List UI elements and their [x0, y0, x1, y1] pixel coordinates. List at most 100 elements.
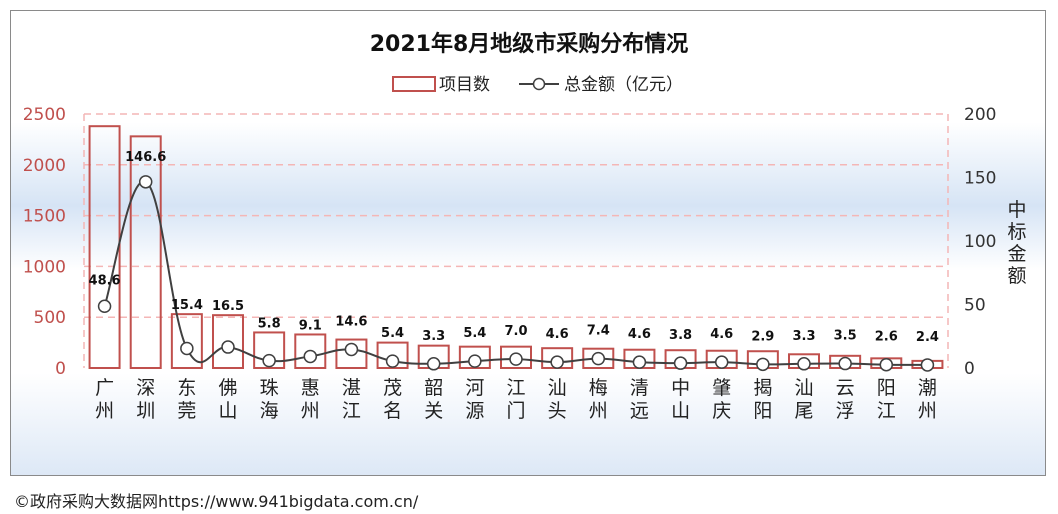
line-point — [756, 357, 770, 372]
bar — [253, 331, 286, 370]
x-axis-labels: 广州深圳东莞佛山珠海惠州湛江茂名韶关河源江门汕头梅州清远中山肇庆揭阳汕尾云浮阳江… — [95, 377, 937, 422]
left-axis-tick-label: 1000 — [23, 257, 66, 277]
left-axis-tick-label: 1500 — [23, 207, 66, 227]
data-label: 7.0 — [504, 324, 527, 339]
data-label: 5.4 — [463, 326, 486, 341]
x-axis-label-char: 阳 — [753, 400, 772, 422]
right-axis-tick-label: 100 — [964, 232, 996, 252]
line-point — [303, 349, 318, 364]
x-axis-label-char: 湛 — [342, 377, 361, 399]
x-axis-label-char: 深 — [136, 377, 155, 399]
left-axis-tick-label: 0 — [55, 359, 66, 379]
x-axis-label-char: 清 — [630, 377, 649, 399]
line-point — [344, 342, 359, 357]
legend-bar-label: 项目数 — [439, 75, 490, 95]
right-axis-tick-label: 150 — [964, 169, 996, 189]
x-axis-label-char: 州 — [589, 400, 608, 422]
bar — [335, 338, 368, 370]
data-label: 5.4 — [381, 326, 404, 341]
line-point — [920, 358, 935, 372]
data-label: 3.3 — [792, 329, 815, 344]
data-label: 48.6 — [89, 273, 121, 288]
x-axis-label-char: 惠 — [301, 377, 320, 399]
x-axis-label-char: 江 — [506, 377, 525, 399]
x-axis-label-char: 茂 — [383, 377, 402, 399]
x-axis-label-char: 广 — [95, 377, 114, 399]
data-label: 2.9 — [751, 329, 774, 344]
line-point — [385, 354, 400, 368]
data-label: 2.6 — [875, 330, 898, 345]
line-point — [632, 355, 647, 369]
x-axis-label-char: 韶 — [424, 377, 443, 399]
x-axis-label-char: 河 — [465, 377, 484, 399]
data-label: 146.6 — [125, 150, 166, 165]
line-point — [426, 357, 441, 371]
x-axis-label-char: 尾 — [794, 400, 813, 422]
bar — [170, 313, 203, 370]
left-axis-tick-label: 2500 — [23, 105, 66, 125]
line-point — [797, 357, 811, 371]
x-axis-label-char: 云 — [836, 377, 855, 399]
combo-chart: 2021年8月地级市采购分布情况 项目数 总金额（亿元） 05001000150… — [23, 31, 1027, 422]
x-axis-label-char: 潮 — [918, 377, 937, 399]
right-axis-title-char: 标 — [1007, 221, 1026, 243]
line-point — [180, 341, 194, 356]
x-axis-label-char: 东 — [177, 377, 196, 399]
line-point — [97, 299, 112, 314]
data-label: 4.6 — [546, 327, 569, 342]
x-axis-label-char: 州 — [918, 400, 937, 422]
bar — [294, 333, 327, 369]
line-point — [468, 354, 482, 368]
right-axis-tick-label: 200 — [964, 105, 996, 125]
x-axis-label-char: 山 — [218, 400, 237, 422]
chart-title: 2021年8月地级市采购分布情况 — [370, 31, 689, 57]
x-axis-label-char: 江 — [877, 400, 896, 422]
data-labels: 48.6 146.6 15.4 16.5 5.8 9.1 14.6 5.4 3.3 5.4 7.0 4… — [89, 150, 939, 345]
x-axis-label-char: 莞 — [177, 400, 196, 422]
x-axis-label-char: 浮 — [836, 400, 855, 422]
x-axis-label-char: 头 — [548, 400, 567, 422]
data-label: 15.4 — [171, 298, 203, 313]
chart-frame: 2021年8月地级市采购分布情况 项目数 总金额（亿元） 0 500 1000 150… — [10, 10, 1046, 476]
x-axis-label-char: 州 — [95, 400, 114, 422]
data-label: 3.5 — [834, 329, 857, 344]
line-point — [879, 357, 894, 372]
legend-line-label: 总金额（亿元） — [564, 75, 683, 95]
x-axis-label-char: 汕 — [548, 377, 567, 399]
x-axis-label-char: 圳 — [136, 400, 155, 422]
line-point — [509, 352, 523, 366]
data-label: 3.8 — [669, 328, 692, 343]
footer-credit: ©政府采购大数据网https://www.941bigdata.com.cn/ — [14, 492, 419, 511]
x-axis-label-char: 江 — [342, 400, 361, 422]
bar — [88, 125, 121, 369]
left-axis-tick-label: 2000 — [23, 156, 66, 176]
x-axis-label-char: 山 — [671, 400, 690, 422]
data-label: 14.6 — [335, 314, 367, 329]
data-label: 4.6 — [710, 327, 733, 342]
right-axis: 0 50 100 150 200 — [964, 105, 996, 379]
x-axis-label-char: 肇 — [712, 377, 731, 399]
x-axis-label-char: 关 — [424, 400, 443, 422]
data-label: 2.4 — [916, 330, 939, 345]
bar — [500, 345, 532, 370]
data-label: 7.4 — [587, 324, 610, 339]
data-label: 3.3 — [422, 329, 445, 344]
line-point — [591, 351, 606, 366]
data-label: 5.8 — [258, 316, 281, 331]
x-axis-label-char: 揭 — [753, 377, 772, 399]
bar — [129, 135, 162, 369]
x-axis-label-char: 珠 — [260, 377, 279, 399]
line-point — [221, 340, 235, 354]
right-axis-title-char: 额 — [1007, 265, 1026, 287]
x-axis-label-char: 庆 — [712, 400, 731, 422]
line-point — [838, 356, 852, 371]
data-label: 4.6 — [628, 327, 651, 342]
x-axis-label-char: 州 — [301, 400, 320, 422]
x-axis-label-char: 梅 — [589, 377, 608, 399]
line-point — [673, 356, 688, 370]
x-axis-label-char: 中 — [671, 377, 690, 399]
left-axis: 0 500 1000 1500 2000 2500 — [23, 105, 66, 379]
x-axis-label-char: 海 — [260, 400, 279, 422]
line-series — [97, 175, 935, 372]
x-axis-label-char: 门 — [506, 400, 525, 422]
